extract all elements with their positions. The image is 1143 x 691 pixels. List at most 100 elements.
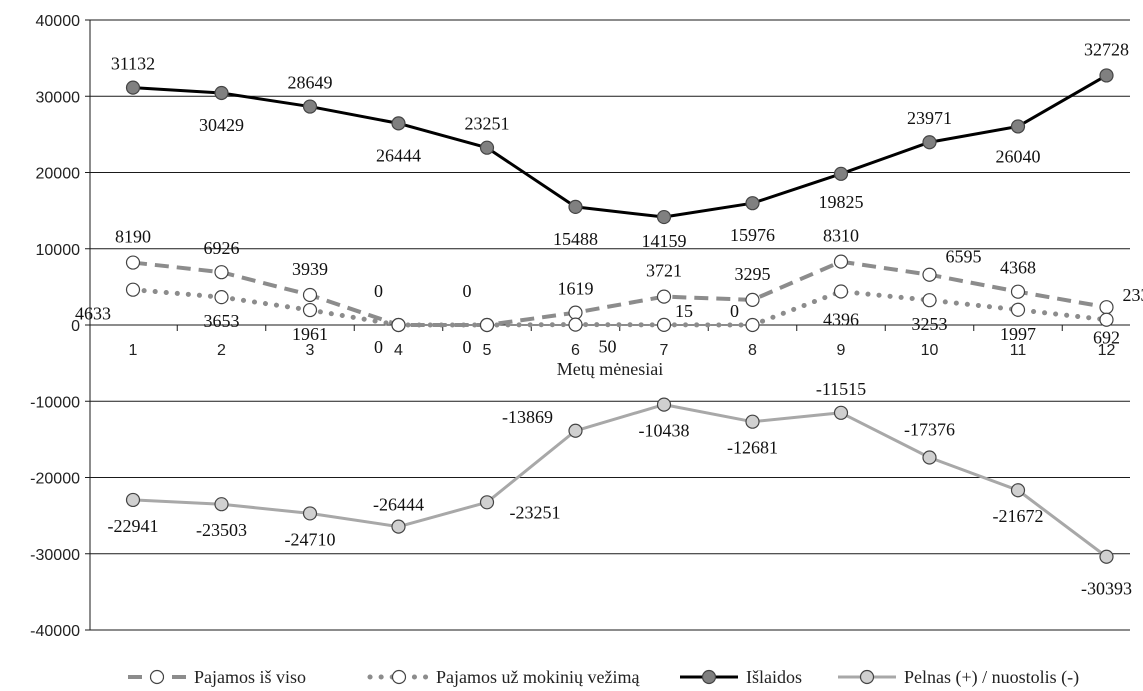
data-label: 4368 — [1000, 258, 1036, 278]
legend-label: Pajamos iš viso — [194, 667, 306, 687]
data-label: 15488 — [553, 229, 598, 249]
data-label: 14159 — [642, 231, 687, 251]
data-label: -17376 — [904, 419, 955, 439]
data-label: 3939 — [292, 259, 328, 279]
data-point — [656, 289, 672, 304]
data-label: 23251 — [465, 114, 510, 134]
data-label: 3295 — [735, 264, 771, 284]
data-label: 2336 — [1123, 285, 1143, 305]
data-point — [833, 284, 849, 299]
x-tick-label: 4 — [394, 342, 403, 359]
legend-swatch-marker — [859, 669, 875, 685]
x-tick-label: 3 — [306, 342, 315, 359]
y-tick-label: 30000 — [36, 89, 81, 106]
y-tick-label: -30000 — [30, 547, 80, 564]
series-line — [132, 74, 1108, 219]
data-label: 4633 — [75, 304, 111, 324]
series-line — [130, 287, 1109, 328]
legend: Pajamos iš viso Pajamos už mokinių vežimą… — [128, 667, 1079, 688]
data-label: 19825 — [819, 192, 864, 212]
data-label: 4396 — [823, 309, 859, 329]
data-label: 31132 — [111, 54, 155, 74]
x-tick-label: 1 — [129, 342, 138, 359]
data-label: -24710 — [285, 529, 336, 549]
data-point — [125, 492, 141, 508]
x-tick-label: 12 — [1098, 342, 1116, 359]
data-label: -22941 — [108, 516, 159, 536]
x-tick-label: 5 — [483, 342, 492, 359]
data-point — [1010, 483, 1026, 498]
data-point — [1010, 119, 1026, 134]
data-point — [833, 254, 849, 269]
data-label: -23251 — [510, 502, 561, 522]
x-tick-label: 8 — [748, 342, 757, 359]
data-point — [125, 80, 141, 95]
data-point — [479, 140, 495, 155]
data-label: 692 — [1093, 328, 1120, 348]
data-point — [1099, 300, 1114, 315]
data-label: 1997 — [1000, 324, 1036, 344]
data-label: 0 — [463, 337, 472, 357]
data-point — [391, 116, 406, 131]
data-label: 0 — [374, 337, 383, 357]
data-point — [922, 450, 937, 465]
data-label: -12681 — [727, 438, 778, 458]
data-point — [745, 196, 760, 211]
legend-label: Pajamos už mokinių vežimą — [436, 667, 640, 687]
legend-label: Išlaidos — [746, 667, 802, 687]
data-point — [214, 290, 229, 305]
series-line — [132, 403, 1108, 558]
data-label: -23503 — [196, 520, 247, 540]
data-label: 1619 — [558, 279, 594, 299]
data-label: -10438 — [639, 421, 690, 441]
grid — [85, 19, 1130, 631]
data-point — [833, 166, 849, 181]
legend-swatch-marker — [701, 669, 717, 685]
legend-item-0: Pajamos iš viso — [128, 667, 306, 687]
data-label: -26444 — [373, 495, 424, 515]
data-point — [745, 414, 760, 429]
data-point — [214, 265, 229, 280]
data-label: 0 — [374, 281, 383, 301]
data-label: 30429 — [199, 115, 244, 135]
data-point — [302, 506, 318, 521]
y-tick-label: 20000 — [36, 166, 81, 183]
data-point — [922, 135, 937, 150]
legend-swatch-marker — [391, 669, 407, 685]
y-tick-label: -10000 — [30, 394, 80, 411]
data-label: 1961 — [292, 324, 328, 344]
legend-item-2: Išlaidos — [680, 667, 802, 687]
data-label: 28649 — [288, 73, 333, 93]
data-label: 15 — [675, 301, 693, 321]
data-label: 6926 — [204, 238, 240, 258]
data-point — [922, 293, 937, 308]
legend-swatch-marker — [149, 669, 165, 685]
data-point — [568, 199, 583, 215]
data-point — [568, 305, 583, 320]
series-group — [125, 68, 1114, 564]
x-tick-label: 7 — [660, 342, 669, 359]
data-label: 26040 — [996, 146, 1041, 166]
x-tick-label: 6 — [571, 342, 580, 359]
data-label: -30393 — [1081, 579, 1132, 599]
data-label: 23971 — [907, 108, 952, 128]
x-tick-label: 10 — [921, 342, 939, 359]
y-tick-label: -20000 — [30, 471, 80, 488]
data-point — [1099, 549, 1114, 564]
data-label: 0 — [730, 301, 739, 321]
data-point — [656, 317, 672, 332]
data-point — [922, 267, 937, 282]
data-label: -21672 — [993, 506, 1044, 526]
y-tick-label: 0 — [71, 318, 80, 335]
series-2 — [125, 68, 1114, 225]
data-label: 8310 — [823, 226, 859, 246]
data-point — [302, 287, 318, 303]
data-point — [479, 495, 495, 510]
data-point — [745, 317, 760, 333]
data-label: -11515 — [816, 379, 866, 399]
x-tick-label: 9 — [837, 342, 846, 359]
data-point — [1010, 284, 1026, 299]
x-axis-title: Metų mėnesiai — [557, 359, 663, 379]
